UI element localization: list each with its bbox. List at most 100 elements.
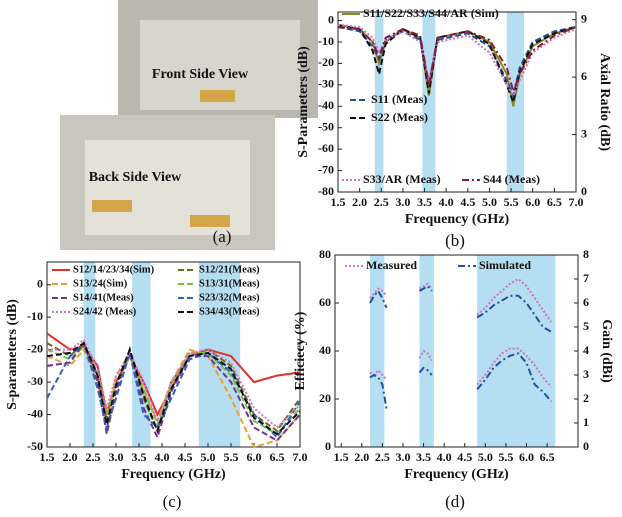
series-line [369, 347, 552, 388]
x-axis-label: Frequency (GHz) [404, 467, 509, 482]
x-tick-label: 3.0 [395, 195, 410, 209]
y2-tick-label: 3 [583, 367, 589, 381]
y-tick-label: 80 [319, 247, 331, 261]
y2-tick-label: 6 [583, 295, 589, 309]
x-tick-label: 5.5 [498, 450, 513, 464]
series-line [47, 338, 301, 429]
y-tick-label: -30 [318, 77, 334, 91]
legend-label: S13/24(Sim) [73, 278, 128, 289]
y2-tick-label: 3 [581, 126, 587, 140]
x-tick-label: 6.5 [540, 450, 555, 464]
series-line [337, 26, 577, 99]
x-tick-label: 2.0 [354, 450, 369, 464]
x-tick-label: 3.5 [417, 195, 432, 209]
y-tick-label: 0 [325, 439, 331, 453]
y-tick-label: -60 [318, 141, 334, 155]
x-tick-label: 7.0 [293, 450, 308, 464]
x-tick-label: 4.5 [457, 450, 472, 464]
band [477, 255, 556, 447]
series-line [369, 277, 553, 323]
band [506, 12, 525, 192]
x-axis-label: Frequency (GHz) [405, 212, 510, 227]
legend-label: S11 (Meas) [371, 92, 427, 106]
y-tick-label: -10 [27, 309, 43, 323]
x-tick-label: 5.5 [504, 195, 519, 209]
y-tick-label: 60 [319, 295, 331, 309]
y-tick-label: 0 [328, 12, 334, 26]
chart: 1.5 2.0 2.5 3.0 3.5 4.0 4.5 5.0 5.5 6.0 6.5 7.00-10… [5, 261, 308, 511]
x-tick-label: 6.0 [525, 195, 540, 209]
series-line [46, 340, 301, 442]
caption: (c) [163, 492, 182, 511]
series-line [369, 284, 552, 333]
legend-label: Measured [366, 258, 417, 272]
x-tick-label: 2.0 [352, 195, 367, 209]
y-tick-label: 40 [319, 343, 331, 357]
y2-tick-label: 8 [583, 247, 589, 261]
connector [200, 90, 235, 102]
x-tick-label: 3.0 [109, 450, 124, 464]
plot-frame [46, 261, 301, 448]
y-tick-label: -70 [318, 162, 334, 176]
legend-label: S23/32(Meas) [199, 292, 260, 303]
legend-label: S13/31(Meas) [199, 278, 260, 289]
y-tick-label: -20 [27, 341, 43, 355]
connector [92, 200, 132, 212]
legend-label: S14/41(Meas) [73, 292, 134, 303]
band [419, 255, 434, 447]
y-tick-label: -50 [27, 439, 43, 453]
y2-tick-label: 1 [583, 415, 589, 429]
legend-label: S34/43(Meas) [199, 306, 260, 317]
y-axis-label: S-Parameters (dB) [296, 46, 311, 158]
caption: (d) [445, 492, 465, 511]
x-tick-label: 3.0 [395, 450, 410, 464]
chart: 1.5 2.0 2.5 3.0 3.5 4.0 4.5 5.0 5.5 6.0 6.50204060… [293, 247, 614, 511]
x-tick-label: 1.5 [40, 450, 55, 464]
photo-label: Front Side View [152, 67, 249, 82]
x-tick-label: 2.5 [374, 195, 389, 209]
y-tick-label: -20 [318, 55, 334, 69]
y2-axis-label: Axial Ratio (dB) [597, 53, 612, 151]
x-tick-label: 3.5 [132, 450, 147, 464]
legend-label: S11/S22/S33/S44/AR (Sim) [363, 6, 499, 20]
y2-tick-label: 6 [581, 69, 587, 83]
x-tick-label: 6.5 [547, 195, 562, 209]
x-tick-label: 4.0 [437, 450, 452, 464]
x-tick-label: 2.5 [86, 450, 101, 464]
y-axis-label: Efficiecy (%) [293, 311, 308, 390]
legend-label: Simulated [479, 258, 531, 272]
x-tick-label: 3.5 [416, 450, 431, 464]
y-tick-label: 0 [37, 276, 43, 290]
caption: (b) [445, 231, 465, 250]
legend-label: S33/AR (Meas) [363, 172, 441, 186]
x-tick-label: 4.5 [460, 195, 475, 209]
y2-tick-label: 7 [583, 271, 589, 285]
y2-tick-label: 2 [583, 391, 589, 405]
legend-label: S24/42 (Meas) [73, 306, 137, 317]
x-tick-label: 5.0 [482, 195, 497, 209]
x-tick-label: 5.5 [224, 450, 239, 464]
x-tick-label: 6.0 [247, 450, 262, 464]
legend-label: S22 (Meas) [371, 110, 428, 124]
y2-tick-label: 0 [581, 184, 587, 198]
plot-frame [337, 11, 577, 193]
chart: 1.5 2.0 2.5 3.0 3.5 4.0 4.5 5.0 5.5 6.0 6.5 7.00-10… [296, 6, 612, 250]
band [370, 255, 385, 447]
y2-tick-label: 0 [583, 439, 589, 453]
x-tick-label: 7.0 [569, 195, 584, 209]
legend-label: S12/21(Meas) [199, 264, 260, 275]
x-tick-label: 1.5 [334, 450, 349, 464]
x-tick-label: 1.5 [331, 195, 346, 209]
band [422, 12, 436, 192]
x-tick-label: 5.0 [478, 450, 493, 464]
series-line [46, 341, 301, 436]
y2-tick-label: 9 [581, 11, 587, 25]
x-tick-label: 6.5 [270, 450, 285, 464]
x-tick-label: 4.0 [155, 450, 170, 464]
photo-label: Back Side View [89, 170, 182, 185]
connector [190, 215, 230, 227]
y-tick-label: -80 [318, 184, 334, 198]
y-tick-label: -30 [27, 374, 43, 388]
x-tick-label: 6.0 [519, 450, 534, 464]
x-tick-label: 4.5 [178, 450, 193, 464]
